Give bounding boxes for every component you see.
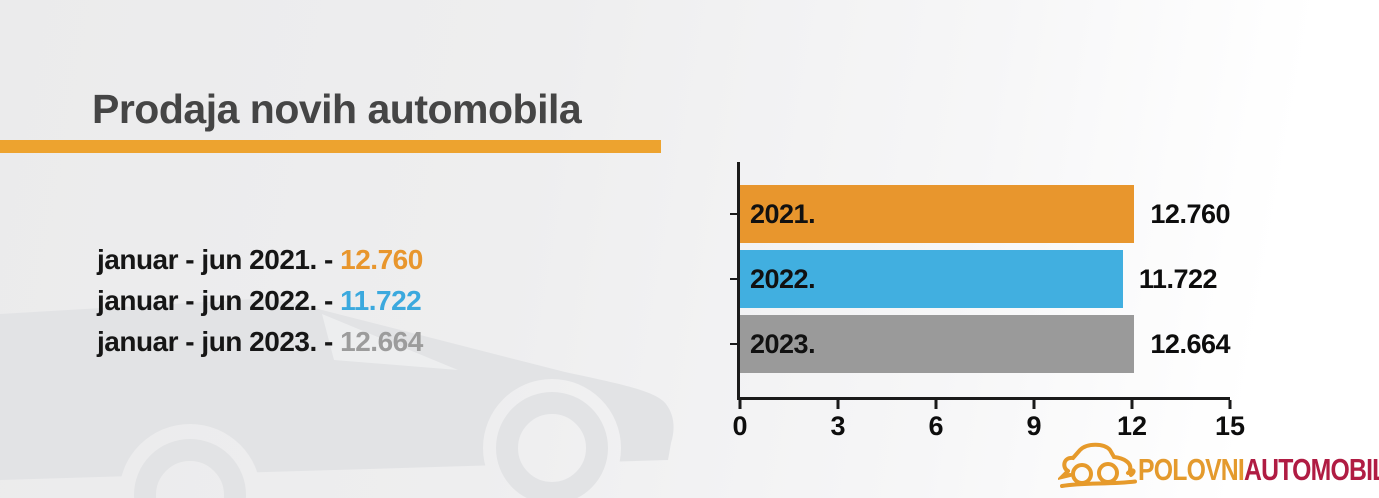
stat-line-2023: januar - jun 2023. - 12.664 (97, 321, 423, 362)
brand-wordmark: POLOVNIAUTOMOBILI (1138, 452, 1379, 488)
tick-label: 3 (830, 411, 846, 441)
tick-mark (836, 400, 840, 409)
tick-mark (738, 400, 742, 409)
stat-label: januar - jun 2022. - (97, 285, 341, 316)
bar-value-label: 11.722 (1138, 263, 1218, 294)
car-watermark-silhouette (0, 299, 674, 498)
y-axis-tick (730, 343, 738, 345)
bar-category-label: 2022. (750, 263, 816, 294)
bar-value-label: 12.664 (1150, 328, 1230, 359)
stats-list: januar - jun 2021. - 12.760 januar - jun… (97, 239, 423, 362)
bar-chart: 2021. 12.760 2022. 11.722 2023. 12.664 0… (730, 162, 1245, 441)
bar-row-2021: 2021. 12.760 (740, 185, 1230, 243)
bar-row-2023: 2023. 12.664 (740, 315, 1230, 373)
tick-label: 0 (732, 411, 748, 441)
brand-second: AUTOMOBILI (1244, 452, 1379, 487)
tick-label: 15 (1214, 411, 1246, 441)
tick-label: 6 (928, 411, 944, 441)
page-title: Prodaja novih automobila (92, 86, 582, 132)
stat-line-2022: januar - jun 2022. - 11.722 (97, 280, 423, 321)
bar-2023: 2023. (740, 315, 1135, 373)
y-axis-tick (730, 278, 738, 280)
stat-value: 12.664 (340, 326, 423, 357)
stat-value: 12.760 (340, 244, 423, 275)
tick-mark (934, 400, 938, 409)
bar-row-2022: 2022. 11.722 (740, 250, 1230, 308)
stat-value: 11.722 (340, 285, 422, 316)
bar-value-label: 12.760 (1150, 198, 1230, 229)
tick-label: 12 (1116, 411, 1148, 441)
car-sketch-icon (1058, 442, 1137, 488)
tick-label: 9 (1026, 411, 1042, 441)
bar-2022: 2022. (740, 250, 1123, 308)
y-axis-tick (730, 213, 738, 215)
brand-first: POLOVNI (1138, 452, 1245, 487)
bar-category-label: 2023. (750, 328, 816, 359)
stat-line-2021: januar - jun 2021. - 12.760 (97, 239, 423, 280)
title-accent-bar (0, 140, 661, 153)
bar-2021: 2021. (740, 185, 1135, 243)
tick-mark (1130, 400, 1134, 409)
bar-category-label: 2021. (750, 198, 816, 229)
brand-logo: POLOVNIAUTOMOBILI (1058, 440, 1379, 492)
tick-mark (1228, 400, 1232, 409)
stat-label: januar - jun 2021. - (97, 244, 341, 275)
stat-label: januar - jun 2023. - (97, 326, 341, 357)
tick-mark (1032, 400, 1036, 409)
